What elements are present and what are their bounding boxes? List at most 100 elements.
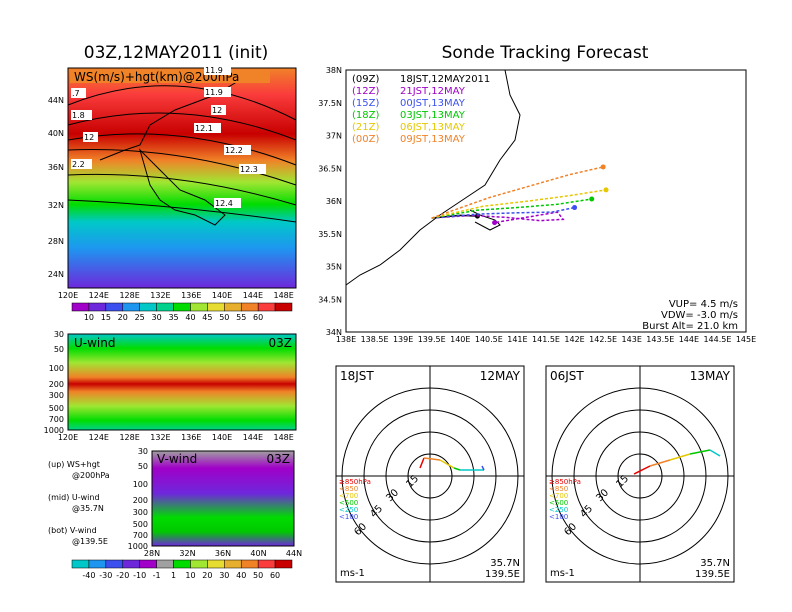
right-title: Sonde Tracking Forecast <box>442 43 649 63</box>
vwind-colorbar-label: -1 <box>153 571 161 580</box>
height-contour <box>67 85 297 121</box>
param-burst: Burst Alt= 21.0 km <box>642 321 738 332</box>
vwind-y-tick: 700 <box>133 531 148 540</box>
hodograph-unit: ms-1 <box>340 568 365 579</box>
vwind-colorbar-swatch <box>240 559 259 569</box>
note-line1: (up) WS+hgt <box>48 460 100 469</box>
contour-labels: 11.9 11.9 12 12.1 12.2 12.3 12.4 .7 1.8 12 2.2 <box>71 65 266 208</box>
hodograph-ring <box>363 409 497 543</box>
track-lines <box>431 164 609 226</box>
hodograph-time-bg <box>548 369 590 381</box>
note-line1: (mid) U-wind <box>48 493 100 502</box>
map-wind-field <box>68 68 296 288</box>
vwind-colorbar-swatch <box>274 559 293 569</box>
colorbar-label: 50 <box>219 313 229 322</box>
note-line2: @200hPa <box>72 471 110 480</box>
colorbar-swatch <box>173 302 191 312</box>
legend-utc: (15Z) <box>352 98 379 109</box>
contour-label-bg <box>71 110 92 120</box>
colorbar-label: 55 <box>236 313 246 322</box>
hodograph-level-label: ≥850hPa <box>549 478 581 486</box>
hodograph-trace <box>689 449 711 455</box>
hodograph-date-bg <box>472 369 522 381</box>
vwind-colorbar-label: -10 <box>133 571 146 580</box>
lon-tick: 148E <box>274 291 294 300</box>
hodograph-trace <box>439 459 455 469</box>
hodograph-lon: 139.5E <box>485 569 520 580</box>
vwind-x-tick: 28N <box>144 549 160 558</box>
colorbar-swatch <box>240 302 259 312</box>
legend-utc: (12Z) <box>352 86 379 97</box>
track-y-tick: 37N <box>326 132 342 141</box>
hodograph-trace <box>669 453 691 461</box>
track-endpoint <box>600 164 606 170</box>
colorbar-label: 15 <box>101 313 111 322</box>
vwind-field <box>152 451 294 546</box>
track-line <box>431 189 607 219</box>
note-line2: @35.7N <box>72 504 104 513</box>
map-frame <box>67 67 297 289</box>
uwind-y-tick: 1000 <box>44 426 64 435</box>
colorbar-label: 30 <box>152 313 162 322</box>
colorbar-swatch <box>105 302 124 312</box>
colorbar-label: 25 <box>135 313 145 322</box>
hodograph-level-label: <100 <box>549 513 568 521</box>
colorbar-swatch <box>274 302 293 312</box>
contour-label: .7 <box>72 89 80 98</box>
track-legend: (09Z) 18JST,12MAY2011 (12Z) 21JST,12MAY (15Z… <box>352 74 490 145</box>
japan-coastline <box>138 148 226 226</box>
track-x-tick: 144.5E <box>703 335 731 344</box>
contour-label: 1.8 <box>72 111 85 120</box>
vwind-y-tick: 1000 <box>128 542 148 551</box>
hodograph-level-label: <850 <box>339 485 358 493</box>
vwind-x-tick: 32N <box>179 549 195 558</box>
contour-label: 11.9 <box>205 66 223 75</box>
vwind-x-tick: 36N <box>215 549 231 558</box>
legend-jst: 18JST,12MAY2011 <box>400 74 490 85</box>
vwind-colorbar-swatch <box>207 559 225 569</box>
track-frame <box>345 69 747 333</box>
panel-legend-notes: (up) WS+hgt @200hPa (mid) U-wind @35.7N (bot… <box>48 460 110 546</box>
vwind-y-tick: 500 <box>133 520 148 529</box>
track-x-tick: 140E <box>450 335 470 344</box>
colorbar-label: 45 <box>202 313 212 322</box>
contour-label-bg <box>224 145 251 155</box>
contour-label-bg <box>71 159 92 169</box>
hodograph-date: 13MAY <box>690 369 731 383</box>
contour-label-bg <box>71 88 86 98</box>
legend-jst: 06JST,13MAY <box>400 122 466 133</box>
uwind-x-tick: 148E <box>274 433 294 442</box>
hodograph-lat: 35.7N <box>700 558 730 569</box>
track-endpoint <box>589 196 595 202</box>
vwind-colorbar-swatch <box>122 559 140 569</box>
vwind-colorbar-swatch <box>156 559 174 569</box>
uwind-x-tick: 140E <box>212 433 232 442</box>
track-line <box>431 166 604 219</box>
hodograph-ring <box>407 453 453 499</box>
vwind-panel: V-wind 03Z 30 50 100 200 300 500 700 1000 28N 32… <box>71 447 302 580</box>
map-lat-ticks: 44N 40N 36N 32N 28N 24N <box>48 96 64 279</box>
param-vdw: VDW= -3.0 m/s <box>661 310 738 321</box>
uwind-x-tick: 128E <box>119 433 139 442</box>
height-contour <box>67 148 297 186</box>
vwind-colorbar-label: -40 <box>82 571 95 580</box>
track-x-tick: 142.5E <box>589 335 617 344</box>
colorbar-swatch <box>190 302 208 312</box>
lon-tick: 140E <box>212 291 232 300</box>
vwind-colorbar-swatch <box>173 559 191 569</box>
contour-label-bg <box>204 87 231 97</box>
track-x-ticks: 138E 138.5E 139E 139.5E 140E 140.5E 141E 141.5E… <box>336 335 756 344</box>
colorbar-swatch <box>139 302 157 312</box>
hodograph-ring <box>341 387 519 565</box>
vwind-colorbar-label: 1 <box>171 571 176 580</box>
vwind-colorbar-swatch <box>257 559 276 569</box>
legend-jst: 09JST,13MAY <box>400 134 466 145</box>
uwind-y-tick: 500 <box>49 404 64 413</box>
hodograph-trace <box>453 467 461 471</box>
uwind-y-tick: 30 <box>54 330 64 339</box>
vwind-colorbar-label: -20 <box>116 571 129 580</box>
vwind-colorbar: -40 -30 -20 -10 -1 1 10 20 30 40 50 60 <box>71 559 293 580</box>
hodograph-trace <box>423 457 441 461</box>
uwind-x-ticks: 120E 124E 128E 132E 136E 140E 144E 148E <box>58 433 294 442</box>
